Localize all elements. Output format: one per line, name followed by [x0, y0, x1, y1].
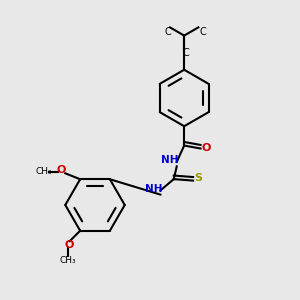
Text: NH: NH: [161, 154, 179, 164]
Text: NH: NH: [145, 184, 163, 194]
Text: S: S: [194, 173, 202, 183]
Text: O: O: [56, 165, 65, 175]
Text: C: C: [182, 48, 189, 58]
Text: O: O: [201, 143, 211, 153]
Text: C: C: [199, 27, 206, 37]
Text: C: C: [164, 27, 171, 37]
Text: CH₃: CH₃: [60, 256, 76, 265]
Text: O: O: [64, 240, 74, 250]
Text: CH₃: CH₃: [35, 167, 52, 176]
